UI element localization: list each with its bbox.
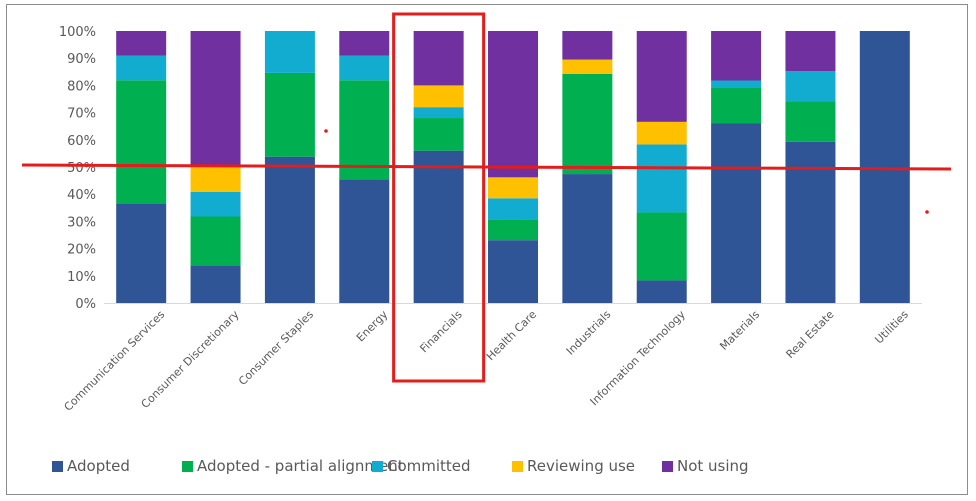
legend-label: Committed bbox=[387, 457, 471, 475]
bar-segment bbox=[488, 177, 538, 199]
x-tick-label: Energy bbox=[354, 308, 391, 345]
x-tick-label: Health Care bbox=[484, 308, 539, 363]
bar-segment bbox=[264, 31, 315, 73]
bar-stack bbox=[488, 31, 538, 303]
bar-segment bbox=[413, 150, 464, 303]
x-tick-label: Utilities bbox=[872, 308, 911, 347]
bar-segment bbox=[339, 179, 390, 303]
reference-line bbox=[21, 163, 952, 171]
bar-segment bbox=[636, 144, 687, 213]
bar-segment bbox=[190, 167, 241, 192]
bar-segment bbox=[190, 216, 241, 267]
highlight-box bbox=[392, 12, 486, 383]
y-tick-label: 40% bbox=[67, 188, 96, 203]
y-tick-label: 20% bbox=[67, 243, 96, 258]
annotation-dot bbox=[324, 129, 328, 133]
legend-swatch bbox=[662, 461, 673, 472]
bar-segment bbox=[562, 59, 613, 74]
legend-swatch bbox=[372, 461, 383, 472]
y-tick-label: 30% bbox=[67, 215, 96, 230]
bar-stack bbox=[264, 31, 315, 303]
y-axis: 0% 10% 20% 30% 40% 50% 60% 70% 80% 90% 100% bbox=[59, 25, 96, 312]
bar-segment bbox=[116, 203, 167, 303]
bar-stack bbox=[711, 31, 762, 303]
bar-segment bbox=[785, 31, 836, 72]
bar-stack bbox=[413, 31, 464, 303]
y-tick-label: 50% bbox=[67, 161, 96, 176]
bar-segment bbox=[785, 101, 836, 142]
x-tick-label: Real Estate bbox=[784, 308, 837, 361]
bar-segment bbox=[636, 121, 687, 145]
bar-segment bbox=[339, 80, 390, 180]
bar-segment bbox=[413, 85, 464, 108]
bar-stack bbox=[562, 31, 613, 303]
bar-segment bbox=[859, 31, 910, 303]
bar-segment bbox=[785, 141, 836, 303]
legend: Adopted Adopted - partial alignmentCommit… bbox=[52, 457, 749, 475]
bar-segment bbox=[116, 55, 167, 81]
y-tick-label: 90% bbox=[67, 52, 96, 67]
bar-stack bbox=[339, 31, 390, 303]
legend-label: Adopted bbox=[67, 457, 130, 475]
y-tick-label: 10% bbox=[67, 270, 96, 285]
bar-segment bbox=[711, 31, 762, 81]
bar-stack bbox=[859, 31, 910, 303]
bar-segment bbox=[116, 31, 167, 56]
y-tick-label: 80% bbox=[67, 79, 96, 94]
legend-label: Adopted - partial alignment bbox=[197, 457, 404, 475]
bar-segment bbox=[711, 123, 762, 303]
legend-swatch bbox=[512, 461, 523, 472]
bar-segment bbox=[562, 73, 613, 175]
bar-segment bbox=[488, 219, 538, 241]
bar-segment bbox=[413, 31, 464, 86]
bar-segment bbox=[636, 212, 687, 281]
legend-swatch bbox=[52, 461, 63, 472]
bar-segment bbox=[488, 198, 538, 220]
annotation-dot bbox=[925, 210, 929, 214]
bar-segment bbox=[413, 107, 464, 119]
bar-segment bbox=[339, 55, 390, 81]
legend-label: Reviewing use bbox=[527, 457, 635, 475]
bar-segment bbox=[785, 71, 836, 102]
legend-label: Not using bbox=[677, 457, 749, 475]
bar-segment bbox=[413, 118, 464, 151]
bar-segment bbox=[264, 156, 315, 303]
annotations bbox=[21, 12, 952, 383]
x-tick-label: Industrials bbox=[564, 308, 614, 358]
x-tick-label: Materials bbox=[717, 308, 762, 353]
bar-segment bbox=[488, 240, 538, 303]
bar-stack bbox=[116, 31, 167, 303]
bar-segment bbox=[190, 266, 241, 303]
bar-segment bbox=[636, 280, 687, 303]
chart-frame bbox=[6, 4, 968, 495]
bar-segment bbox=[636, 31, 687, 122]
bar-segment bbox=[116, 80, 167, 204]
bar-segment bbox=[711, 87, 762, 124]
bar-segment bbox=[562, 31, 613, 60]
y-tick-label: 60% bbox=[67, 134, 96, 149]
bar-stack bbox=[190, 31, 241, 303]
legend-swatch bbox=[182, 461, 193, 472]
y-tick-label: 0% bbox=[75, 297, 96, 312]
bar-segment bbox=[190, 191, 241, 217]
x-tick-label: Consumer Staples bbox=[236, 308, 316, 388]
bar-segment bbox=[488, 31, 538, 178]
bars bbox=[116, 31, 910, 303]
x-tick-label: Financials bbox=[417, 308, 464, 355]
bar-segment bbox=[562, 174, 613, 303]
y-tick-label: 100% bbox=[59, 25, 96, 40]
bar-segment bbox=[190, 31, 241, 167]
bar-stack bbox=[636, 31, 687, 303]
y-tick-label: 70% bbox=[67, 107, 96, 122]
bar-segment bbox=[339, 31, 390, 56]
bar-segment bbox=[711, 80, 762, 88]
bar-segment bbox=[264, 72, 315, 157]
